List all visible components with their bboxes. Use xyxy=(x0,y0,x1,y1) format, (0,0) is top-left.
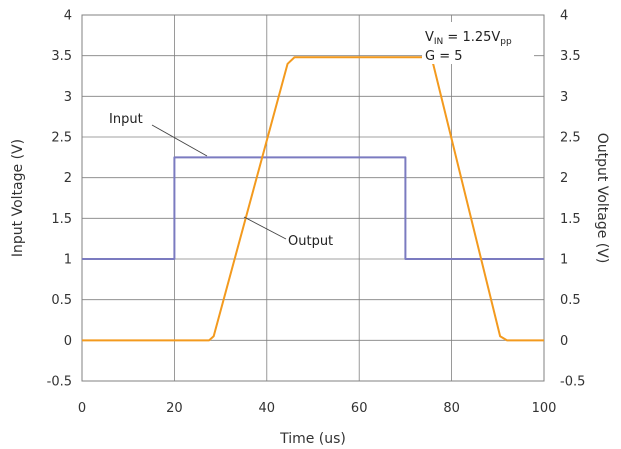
x-tick-label: 80 xyxy=(443,401,460,416)
y2-tick-label: 2.5 xyxy=(560,131,581,146)
y2-tick-label: 1 xyxy=(560,253,568,268)
output-series-label: Output xyxy=(288,234,333,249)
y-tick-label: 2.5 xyxy=(51,131,72,146)
x-tick-label: 0 xyxy=(78,401,86,416)
x-tick-label: 100 xyxy=(532,401,557,416)
y2-axis-title: Output Voltage (V) xyxy=(594,133,610,264)
y-tick-label: 1.5 xyxy=(51,212,72,227)
y-tick-label: 0.5 xyxy=(51,293,72,308)
vin-sub: IN xyxy=(434,37,443,47)
output-series-line xyxy=(82,56,544,342)
output-callout-line xyxy=(243,216,287,240)
input-series-line xyxy=(82,156,544,260)
series-layer xyxy=(82,56,544,342)
y-tick-label: 0 xyxy=(64,334,72,349)
vin-unit-sub: pp xyxy=(500,37,512,47)
y2-tick-label: 4 xyxy=(560,9,568,24)
y2-tick-label: 1.5 xyxy=(560,212,581,227)
vin-annotation: VIN = 1.25Vpp xyxy=(425,30,512,47)
x-tick-label: 20 xyxy=(166,401,183,416)
y-tick-label: -0.5 xyxy=(47,375,72,390)
x-tick-label: 60 xyxy=(351,401,368,416)
vin-eq: = 1.25V xyxy=(443,30,500,45)
y-tick-label: 4 xyxy=(64,9,72,24)
y2-tick-label: 2 xyxy=(560,171,568,186)
input-callout-line xyxy=(151,124,208,157)
tick-labels: -0.5 0 0.5 1 1.5 2 2.5 3 3.5 4 -0.5 0 0.5 1 1.5 2 2.5 3 3.… xyxy=(47,9,586,417)
y2-tick-label: 0 xyxy=(560,334,568,349)
y-tick-label: 3 xyxy=(64,90,72,105)
gain-annotation: G = 5 xyxy=(425,49,463,64)
y-tick-label: 3.5 xyxy=(51,49,72,64)
y2-tick-label: 3.5 xyxy=(560,49,581,64)
x-tick-label: 40 xyxy=(259,401,276,416)
input-series-label: Input xyxy=(109,112,143,127)
y2-tick-label: 3 xyxy=(560,90,568,105)
vin-main: V xyxy=(425,30,434,45)
y-axis-title: Input Voltage (V) xyxy=(10,139,26,257)
y-tick-label: 1 xyxy=(64,253,72,268)
output-callout: Output xyxy=(243,216,333,249)
grid xyxy=(81,14,545,382)
annotation-box: VIN = 1.25Vpp G = 5 xyxy=(422,22,534,64)
y2-tick-label: 0.5 xyxy=(560,293,581,308)
plot-area xyxy=(81,14,545,382)
y2-tick-label: -0.5 xyxy=(560,375,585,390)
x-axis-title: Time (us) xyxy=(279,431,346,447)
y-tick-label: 2 xyxy=(64,171,72,186)
input-callout: Input xyxy=(109,112,208,157)
